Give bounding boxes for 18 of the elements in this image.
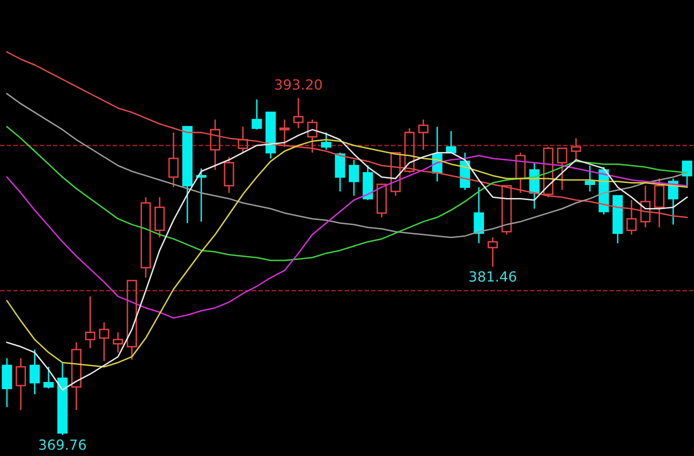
candlestick <box>71 342 82 411</box>
candlestick <box>140 196 151 278</box>
candlestick <box>584 164 596 192</box>
candlestick <box>321 132 332 150</box>
candlestick <box>418 118 428 150</box>
candlestick <box>85 296 96 349</box>
candlestick <box>98 322 110 362</box>
candlestick <box>293 97 304 129</box>
candlestick <box>348 159 360 196</box>
annotation: 393.20 <box>275 79 322 90</box>
candlestick <box>2 358 12 408</box>
candlestick <box>210 118 220 171</box>
candlestick <box>30 348 40 395</box>
annotation: 381.46 <box>470 271 516 282</box>
annotation: 369.76 <box>39 439 86 450</box>
candlestick <box>168 132 179 188</box>
candlestick <box>16 358 26 411</box>
candlestick <box>474 186 484 244</box>
